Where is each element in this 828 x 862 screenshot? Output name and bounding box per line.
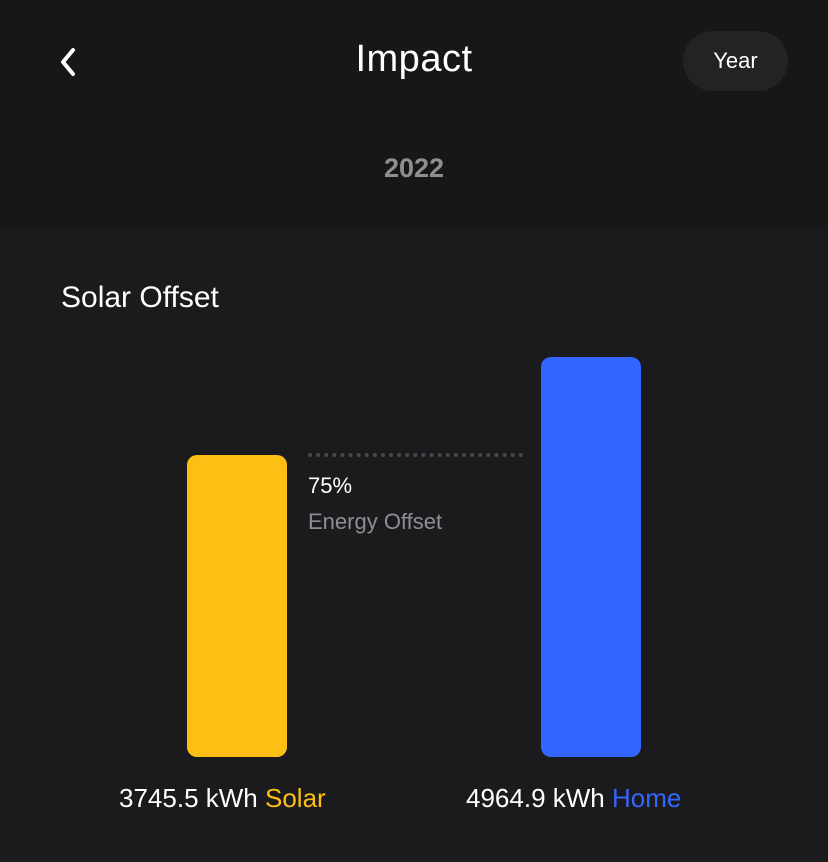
home-bar [541,357,641,757]
solar-name: Solar [264,783,326,813]
period-selector-button[interactable]: Year [683,31,788,91]
home-name: Home [611,783,682,813]
offset-percent: 75% [308,473,353,498]
home-value: 4964.9 kWh [466,783,605,813]
offset-dotted-line [308,453,523,457]
back-button[interactable] [44,38,92,86]
header-bar: Impact Year 2022 [0,0,828,230]
solar-value: 3745.5 kWh [119,783,258,813]
offset-label: Energy Offset [308,509,443,534]
solar-caption: 3745.5 kWh Solar [119,783,326,814]
chevron-left-icon [58,46,78,78]
solar-bar [187,455,287,757]
section-title: Solar Offset [61,281,219,314]
year-label: 2022 [383,153,445,183]
home-caption: 4964.9 kWh Home [466,783,681,814]
